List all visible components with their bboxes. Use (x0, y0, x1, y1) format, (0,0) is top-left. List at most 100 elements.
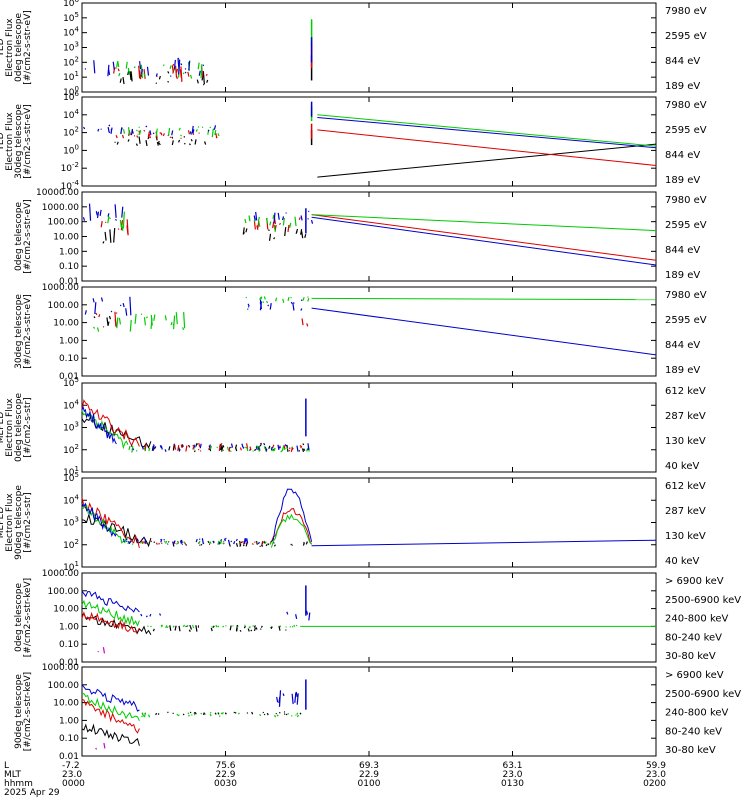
data-point (213, 125, 217, 130)
data-point (204, 713, 206, 715)
series-line (81, 502, 117, 538)
data-point (223, 538, 226, 542)
data-point (107, 68, 111, 75)
data-point (141, 446, 144, 450)
data-point (150, 540, 153, 543)
data-point (169, 65, 172, 69)
data-point (143, 317, 147, 326)
data-point (276, 696, 279, 703)
series-tail (311, 214, 657, 232)
y-tick-label: 10-4 (61, 179, 80, 192)
data-point (108, 315, 112, 320)
data-point (172, 625, 175, 628)
data-point (269, 542, 272, 545)
data-point (191, 125, 194, 134)
data-point (267, 304, 270, 307)
series-bump (270, 513, 312, 548)
data-point (235, 538, 238, 542)
series-240-800-kev (81, 611, 140, 633)
data-point (117, 68, 120, 72)
data-point (253, 627, 257, 632)
legend-entry: 287 keV (665, 411, 706, 422)
series-30-80-kev (81, 585, 311, 621)
data-point (119, 78, 122, 83)
data-point (294, 216, 297, 227)
data-point (82, 217, 86, 221)
data-point (268, 233, 272, 241)
data-point (265, 217, 269, 224)
data-point (283, 713, 286, 715)
data-point (259, 713, 262, 717)
data-point (172, 63, 175, 67)
y-tick-label: 100.00 (48, 681, 80, 691)
data-point (163, 538, 165, 541)
data-point (263, 296, 266, 300)
data-point (121, 206, 124, 218)
y-tick-label: 100.00 (48, 218, 80, 228)
series-287-kev (81, 399, 303, 453)
series-line (81, 611, 140, 633)
data-point (270, 446, 274, 451)
data-point (159, 613, 162, 616)
legend-entry: 30-80 keV (665, 745, 716, 756)
footer-row-label: MLT (4, 770, 22, 780)
footer-time-value: 0130 (501, 779, 524, 789)
data-point (133, 66, 136, 69)
data-point (113, 228, 116, 243)
data-point (277, 212, 280, 220)
data-point (126, 219, 129, 236)
data-point (115, 218, 117, 221)
data-point (122, 76, 125, 85)
panel-frame (81, 572, 657, 663)
legend-entry: 30-80 keV (665, 651, 716, 662)
y-tick-label: 100 (63, 143, 79, 156)
data-point (228, 446, 231, 452)
y-tick-label: 1000.00 (42, 569, 79, 579)
data-point (127, 139, 130, 142)
data-point (180, 134, 183, 137)
y-tick-label: 1.00 (59, 716, 79, 726)
data-point (211, 626, 214, 629)
data-point (296, 712, 299, 715)
data-point (177, 57, 180, 60)
data-point (291, 693, 294, 705)
data-point (188, 444, 191, 448)
y-tick-label: 1000.00 (42, 283, 79, 293)
data-point (300, 215, 303, 221)
data-point (207, 540, 210, 544)
data-point (307, 298, 310, 302)
data-point (163, 540, 166, 543)
data-point (273, 225, 276, 232)
data-point (115, 312, 118, 314)
data-point (278, 690, 282, 707)
data-point (153, 541, 156, 544)
panel-6: 101 102 103 104 105 MEPEDElectron Flux90deg t… (0, 471, 706, 573)
data-point (118, 317, 121, 325)
data-point (187, 71, 190, 77)
data-point (121, 134, 125, 139)
data-point (243, 625, 246, 629)
series-tail (317, 129, 657, 167)
data-point (242, 446, 245, 449)
data-point (263, 713, 266, 716)
data-point (208, 444, 211, 448)
data-point (171, 140, 174, 146)
data-point (110, 310, 113, 313)
data-point (273, 544, 276, 547)
series--6900-kev (95, 742, 106, 750)
y-tick-label: 103 (63, 516, 79, 529)
data-point (247, 628, 250, 632)
data-point (209, 711, 212, 714)
data-point (136, 538, 139, 542)
y-tick-label: 103 (63, 421, 79, 434)
series-2595-ev (113, 43, 313, 82)
y-tick-label: 1000.00 (42, 203, 79, 213)
data-point (192, 129, 195, 134)
data-point (107, 126, 110, 133)
data-point (279, 222, 282, 226)
data-point (167, 127, 171, 136)
legend-entry: 844 eV (665, 245, 700, 256)
data-point (221, 711, 224, 715)
